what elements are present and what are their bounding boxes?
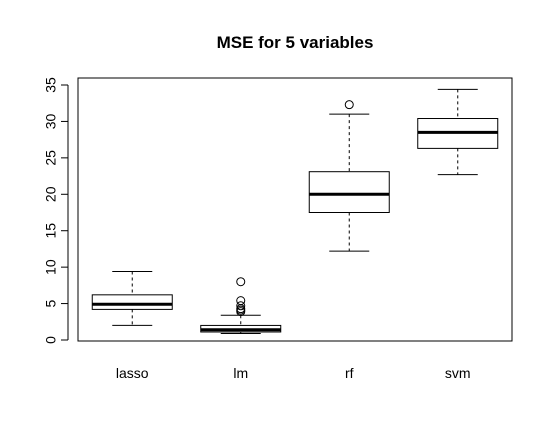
iqr-box — [91, 294, 173, 310]
y-tick-label: 5 — [43, 299, 59, 307]
x-axis: lasso lm rf svm — [116, 365, 471, 381]
x-tick-label: lasso — [116, 365, 149, 381]
y-tick-label: 15 — [43, 223, 59, 239]
plot-frame — [77, 77, 513, 342]
box-svm — [417, 88, 499, 176]
outlier-point — [236, 296, 246, 306]
x-tick-label: svm — [445, 365, 471, 381]
y-tick-label: 35 — [43, 77, 59, 93]
y-tick-label: 30 — [43, 113, 59, 129]
outlier-point — [344, 100, 354, 110]
box-series — [91, 88, 499, 334]
y-tick-label: 10 — [43, 259, 59, 275]
x-tick-label: lm — [233, 365, 248, 381]
x-tick-label: rf — [345, 365, 354, 381]
y-tick-label: 25 — [43, 150, 59, 166]
outlier-point — [236, 277, 246, 287]
outlier-point — [236, 301, 246, 311]
y-tick-label: 0 — [43, 336, 59, 344]
y-axis: 0 5 10 15 20 25 30 35 — [43, 77, 69, 344]
chart-title: MSE for 5 variables — [217, 33, 374, 52]
iqr-box — [308, 171, 390, 213]
box-lasso — [91, 271, 173, 326]
y-tick-label: 20 — [43, 186, 59, 202]
box-rf — [308, 100, 390, 252]
box-lm — [200, 277, 282, 334]
